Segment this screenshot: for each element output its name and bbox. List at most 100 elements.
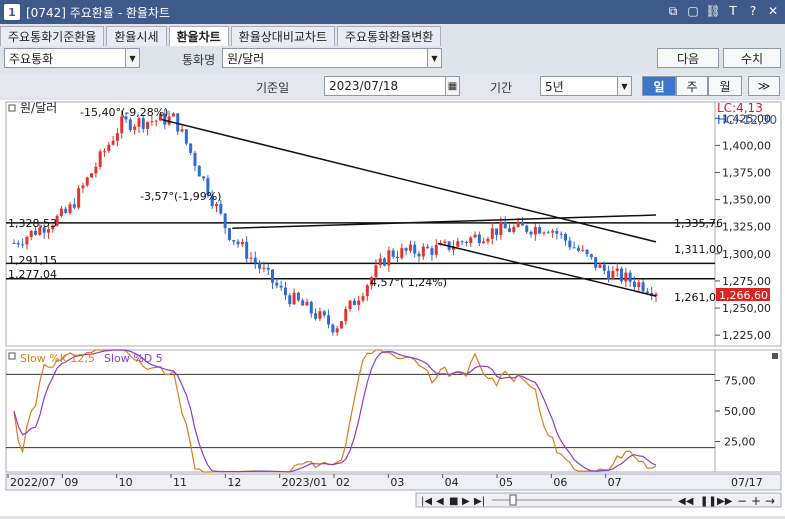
candle-body (232, 240, 236, 242)
candle-body (77, 188, 81, 208)
zoom-slider-handle[interactable] (509, 494, 517, 506)
candle-body (628, 272, 632, 282)
period-select[interactable]: 5년 ▼ (540, 76, 632, 96)
stoch-close-icon[interactable] (772, 353, 778, 359)
candle-body (301, 300, 305, 306)
candle-body (197, 165, 201, 177)
x-tick-label: 03 (390, 476, 404, 489)
category-select[interactable]: 주요통화 ▼ (4, 48, 140, 68)
y-tick-label: 1,325,00 (722, 221, 771, 234)
x-tick-label: 05 (499, 476, 513, 489)
more-button[interactable]: ≫ (748, 76, 780, 96)
weekly-button[interactable]: 주 (676, 76, 708, 96)
candle-body (357, 300, 361, 306)
close-icon[interactable]: ✕ (767, 4, 779, 18)
base-date-input[interactable]: 2023/07/18 ▦ (324, 76, 460, 96)
candle-body (29, 230, 33, 237)
candle-body (85, 177, 89, 186)
daily-button[interactable]: 일 (642, 76, 676, 96)
minus-icon[interactable]: − (737, 494, 747, 508)
candle-body (370, 277, 374, 286)
y-tick-label: 1,375,00 (722, 166, 771, 179)
candle-body (279, 285, 283, 288)
candle-body (202, 176, 206, 179)
trend-line (437, 242, 657, 297)
x-tick-label: 07 (608, 476, 622, 489)
candle-body (529, 231, 533, 235)
candle-body (137, 118, 141, 127)
link-icon[interactable]: ⛓ (705, 4, 721, 18)
text-icon[interactable]: T (729, 4, 737, 18)
scroll-back-icon[interactable]: ◀ (436, 496, 444, 507)
candle-body (404, 248, 408, 251)
candle-body (223, 213, 227, 229)
candle-body (624, 272, 628, 282)
candle-body (361, 296, 365, 301)
scroll-forward-icon[interactable]: ▶ (462, 496, 470, 507)
base-date-label: 기준일 (256, 81, 290, 95)
monthly-button[interactable]: 월 (708, 76, 742, 96)
candle-body (520, 221, 524, 226)
candle-body (215, 204, 219, 206)
candle-body (21, 244, 25, 246)
candle-body (322, 311, 326, 316)
arrow-right-icon[interactable]: → (765, 494, 775, 508)
stop-icon[interactable]: ■ (449, 496, 458, 507)
candle-body (309, 301, 313, 314)
candle-body (365, 285, 369, 297)
pause-icon[interactable]: ❚❚ (700, 496, 717, 507)
plus-icon[interactable]: + (751, 494, 761, 508)
chevron-down-icon[interactable]: ▼ (427, 49, 441, 67)
window-title: [0742] 주요환율 - 환율차트 (26, 5, 170, 20)
scroll-end-icon[interactable]: ▶| (474, 496, 485, 507)
value-button[interactable]: 수치 (723, 48, 781, 68)
candle-body (339, 321, 343, 329)
currency-select[interactable]: 원/달러 ▼ (222, 48, 442, 68)
tab-quotes[interactable]: 환율시세 (106, 26, 167, 46)
candle-body (607, 270, 611, 280)
stoch-toggle-icon[interactable] (8, 352, 16, 360)
candle-body (443, 241, 447, 244)
stoch-d-line (13, 349, 657, 473)
candle-body (348, 300, 352, 310)
window-icon[interactable]: ▢ (687, 4, 699, 18)
candle-body (253, 257, 257, 264)
trend-lines (161, 118, 657, 297)
copy-icon[interactable]: ⧉ (668, 3, 678, 18)
current-price-badge (716, 288, 770, 301)
window-controls: ⧉ ▢ ⛓ T ? ✕ (665, 3, 781, 19)
tab-label: 환율차트 (176, 30, 221, 44)
tab-converter[interactable]: 주요통화환율변환 (337, 26, 442, 46)
stoch-axis (714, 349, 782, 473)
chevron-down-icon[interactable]: ▼ (125, 49, 139, 67)
tab-chart[interactable]: 환율차트 (168, 26, 229, 46)
chart-area[interactable]: 1,425,00 1,400,00 1,375,00 1,350,00 1,325,00… (0, 100, 785, 516)
candle-body (271, 269, 275, 283)
help-icon[interactable]: ? (749, 4, 757, 18)
candle-body (551, 230, 555, 233)
time-axis (5, 473, 782, 491)
next-button[interactable]: 다음 (657, 48, 719, 68)
candle-body (64, 208, 68, 213)
tab-relative-chart[interactable]: 환율상대비교차트 (230, 26, 335, 46)
candle-body (327, 315, 331, 325)
calendar-icon[interactable]: ▦ (445, 77, 459, 95)
trend-label-2: 1,311,00 (674, 243, 723, 256)
stoch-k-label: Slow %K 12,5 (20, 352, 95, 365)
chart-svg[interactable]: 1,425,00 1,400,00 1,375,00 1,350,00 1,325,00… (0, 100, 785, 516)
candle-body (594, 257, 598, 268)
rewind-icon[interactable]: ◀◀ (678, 496, 694, 507)
candle-body (400, 248, 404, 259)
candle-body (417, 253, 421, 257)
candle-body (124, 116, 128, 120)
panel-toggle-icon[interactable] (8, 104, 16, 112)
chevron-down-icon[interactable]: ▼ (617, 77, 631, 95)
play-icon[interactable]: ▶▶ (717, 496, 733, 507)
candle-body (581, 249, 585, 251)
scroll-left-icon[interactable]: |◀ (421, 496, 432, 507)
candle-body (115, 133, 119, 141)
candle-body (94, 166, 98, 174)
candle-body (602, 264, 606, 271)
candle-body (262, 267, 266, 269)
tab-base-rate[interactable]: 주요통화기준환율 (0, 26, 105, 46)
